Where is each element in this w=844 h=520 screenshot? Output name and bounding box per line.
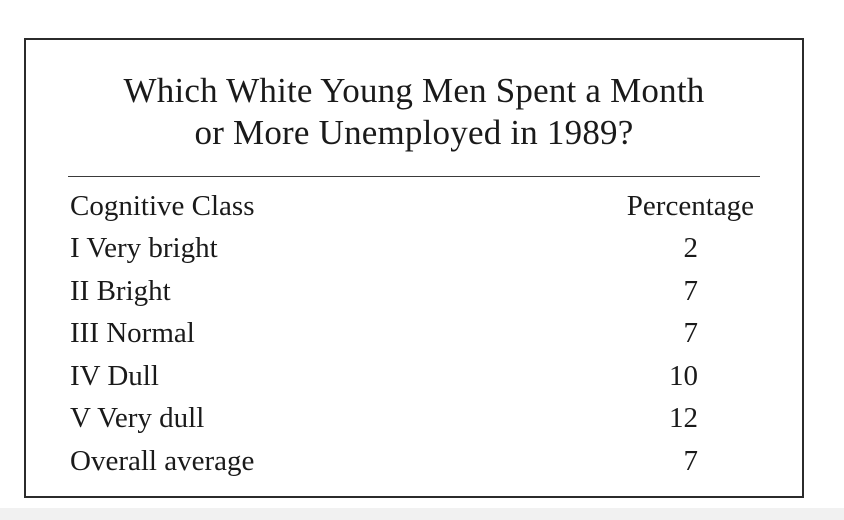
cell-percentage: 7 [683,444,699,477]
cell-cognitive-class: III Normal [70,317,195,349]
column-header-cognitive-class: Cognitive Class [70,190,255,222]
table-header-row: Cognitive Class Percentage [70,186,754,226]
cell-percentage: 2 [683,232,699,264]
cell-percentage: 7 [683,317,699,349]
cell-cognitive-class: IV Dull [70,359,159,392]
cell-percentage: 12 [669,402,698,434]
title-divider [68,176,760,177]
table-row: V Very dull 12 [70,398,754,438]
column-header-percentage: Percentage [626,190,754,222]
table-row: III Normal 7 [70,313,754,353]
table-title-line-1: Which White Young Men Spent a Month [123,71,705,110]
table-title-line-2: or More Unemployed in 1989? [194,113,634,152]
scan-edge [0,508,844,520]
cell-percentage: 7 [683,274,699,307]
cell-cognitive-class: II Bright [70,274,171,307]
cell-cognitive-class: V Very dull [70,402,205,434]
cell-cognitive-class: Overall average [70,444,255,477]
cell-percentage: 10 [669,359,698,392]
table-row: II Bright 7 [70,271,754,311]
table-frame: Which White Young Men Spent a Month or M… [24,38,804,498]
table-row: I Very bright 2 [70,228,754,268]
table-row: IV Dull 10 [70,356,754,396]
table-row: Overall average 7 [70,441,754,481]
cell-cognitive-class: I Very bright [70,232,218,264]
